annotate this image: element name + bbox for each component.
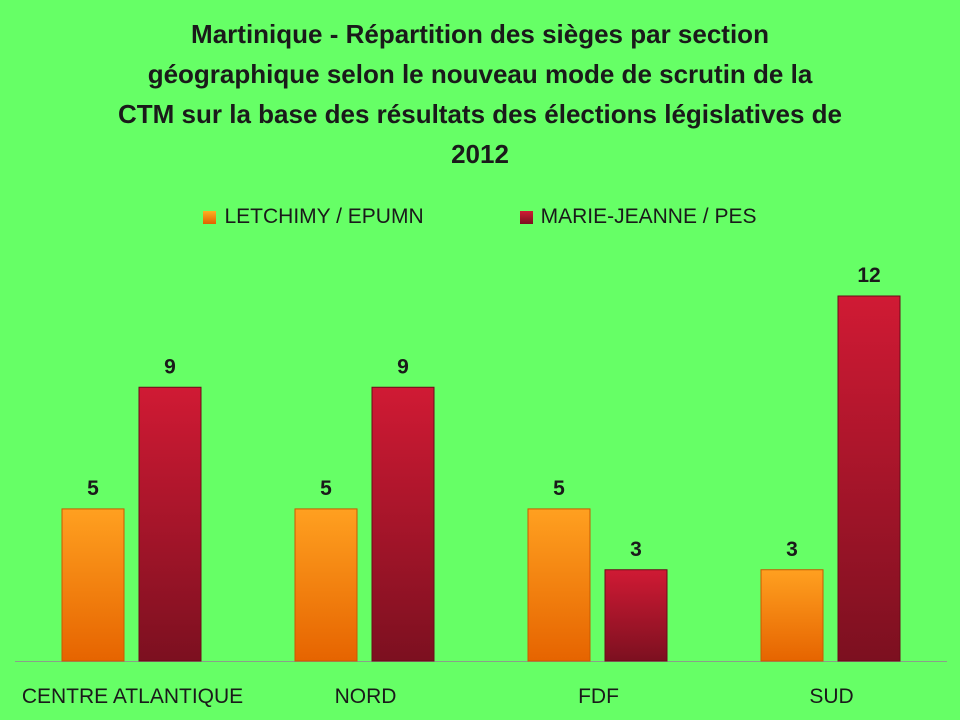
data-label-marie-jeanne: 9 [164,355,176,378]
chart-title-line: CTM sur la base des résultats des électi… [118,99,842,129]
legend-swatch-letchimy [203,210,217,224]
chart-title-line: Martinique - Répartition des sièges par … [191,19,769,49]
bar-letchimy [294,508,358,662]
bar-marie-jeanne [138,386,202,662]
data-label-letchimy: 3 [786,538,798,561]
chart-title-line: géographique selon le nouveau mode de sc… [147,59,813,89]
bar-marie-jeanne [371,386,435,662]
legend-label-letchimy: LETCHIMY / EPUMN [224,205,424,228]
data-label-letchimy: 5 [87,477,99,500]
data-label-letchimy: 5 [320,477,332,500]
bar-marie-jeanne [837,295,901,662]
data-label-marie-jeanne: 3 [630,538,642,561]
legend-entry-letchimy: LETCHIMY / EPUMN [203,205,424,229]
category-label: CENTRE ATLANTIQUE [22,685,243,708]
category-label: NORD [335,685,397,708]
data-label-marie-jeanne: 12 [857,264,880,287]
bar-letchimy [760,569,824,662]
legend-swatch-marie-jeanne [519,210,533,224]
legend-entry-marie-jeanne: MARIE-JEANNE / PES [519,205,757,229]
data-label-letchimy: 5 [553,477,565,500]
category-label: SUD [809,685,853,708]
bar-marie-jeanne [604,569,668,662]
chart-title-line: 2012 [451,139,509,169]
bar-letchimy [61,508,125,662]
chart-title: Martinique - Répartition des sièges par … [60,14,900,174]
data-label-marie-jeanne: 9 [397,355,409,378]
legend: LETCHIMY / EPUMN MARIE-JEANNE / PES [0,200,960,234]
category-label: FDF [578,685,619,708]
legend-label-marie-jeanne: MARIE-JEANNE / PES [540,205,757,228]
bar-letchimy [527,508,591,662]
